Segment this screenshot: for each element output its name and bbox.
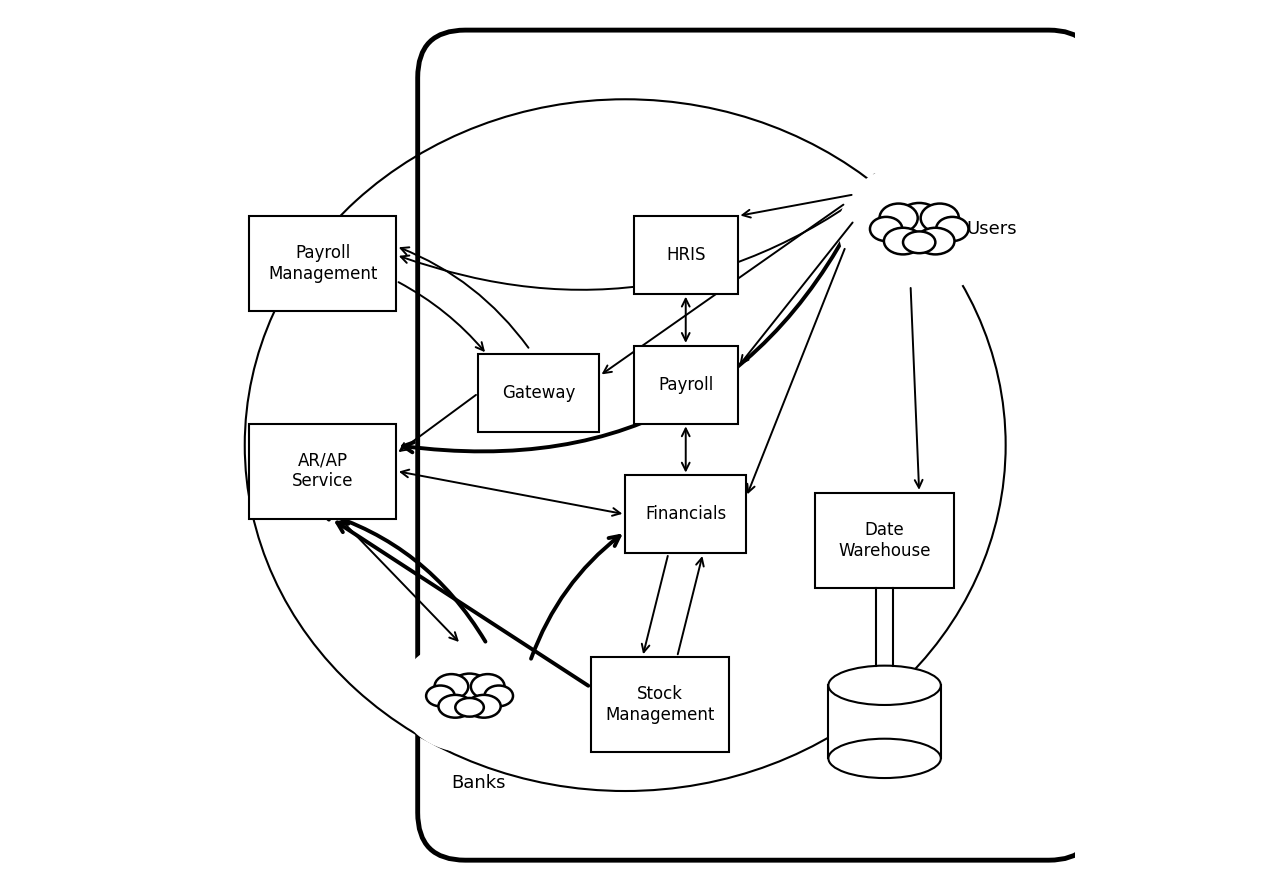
Ellipse shape [879, 203, 917, 232]
Text: Payroll
Management: Payroll Management [267, 244, 378, 283]
FancyBboxPatch shape [634, 346, 738, 423]
FancyBboxPatch shape [249, 216, 396, 311]
Ellipse shape [398, 639, 541, 753]
Bar [829, 685, 941, 759]
Text: Payroll: Payroll [658, 375, 713, 394]
Ellipse shape [897, 203, 941, 237]
Ellipse shape [870, 217, 902, 241]
Ellipse shape [470, 674, 505, 699]
Ellipse shape [829, 739, 941, 778]
Ellipse shape [455, 698, 484, 717]
Ellipse shape [466, 695, 501, 718]
Text: AR/AP
Service: AR/AP Service [292, 451, 353, 491]
Ellipse shape [829, 665, 941, 705]
Ellipse shape [884, 228, 923, 254]
Text: Stock
Management: Stock Management [605, 685, 714, 724]
Ellipse shape [450, 674, 490, 703]
Text: Gateway: Gateway [502, 384, 576, 402]
Ellipse shape [903, 231, 935, 253]
Ellipse shape [916, 228, 955, 254]
Ellipse shape [920, 203, 959, 232]
Text: Users: Users [966, 220, 1018, 238]
FancyBboxPatch shape [591, 657, 729, 753]
Ellipse shape [935, 217, 969, 241]
Ellipse shape [438, 695, 472, 718]
FancyBboxPatch shape [816, 492, 953, 588]
Ellipse shape [434, 674, 468, 699]
Ellipse shape [484, 685, 513, 706]
FancyBboxPatch shape [626, 476, 747, 553]
FancyBboxPatch shape [478, 354, 599, 432]
Ellipse shape [838, 162, 1000, 296]
Ellipse shape [427, 685, 455, 706]
FancyBboxPatch shape [634, 216, 738, 294]
Text: Financials: Financials [645, 505, 726, 523]
Text: Banks: Banks [451, 773, 505, 792]
Text: Date
Warehouse: Date Warehouse [838, 521, 930, 560]
Text: HRIS: HRIS [666, 246, 705, 264]
FancyBboxPatch shape [249, 423, 396, 519]
